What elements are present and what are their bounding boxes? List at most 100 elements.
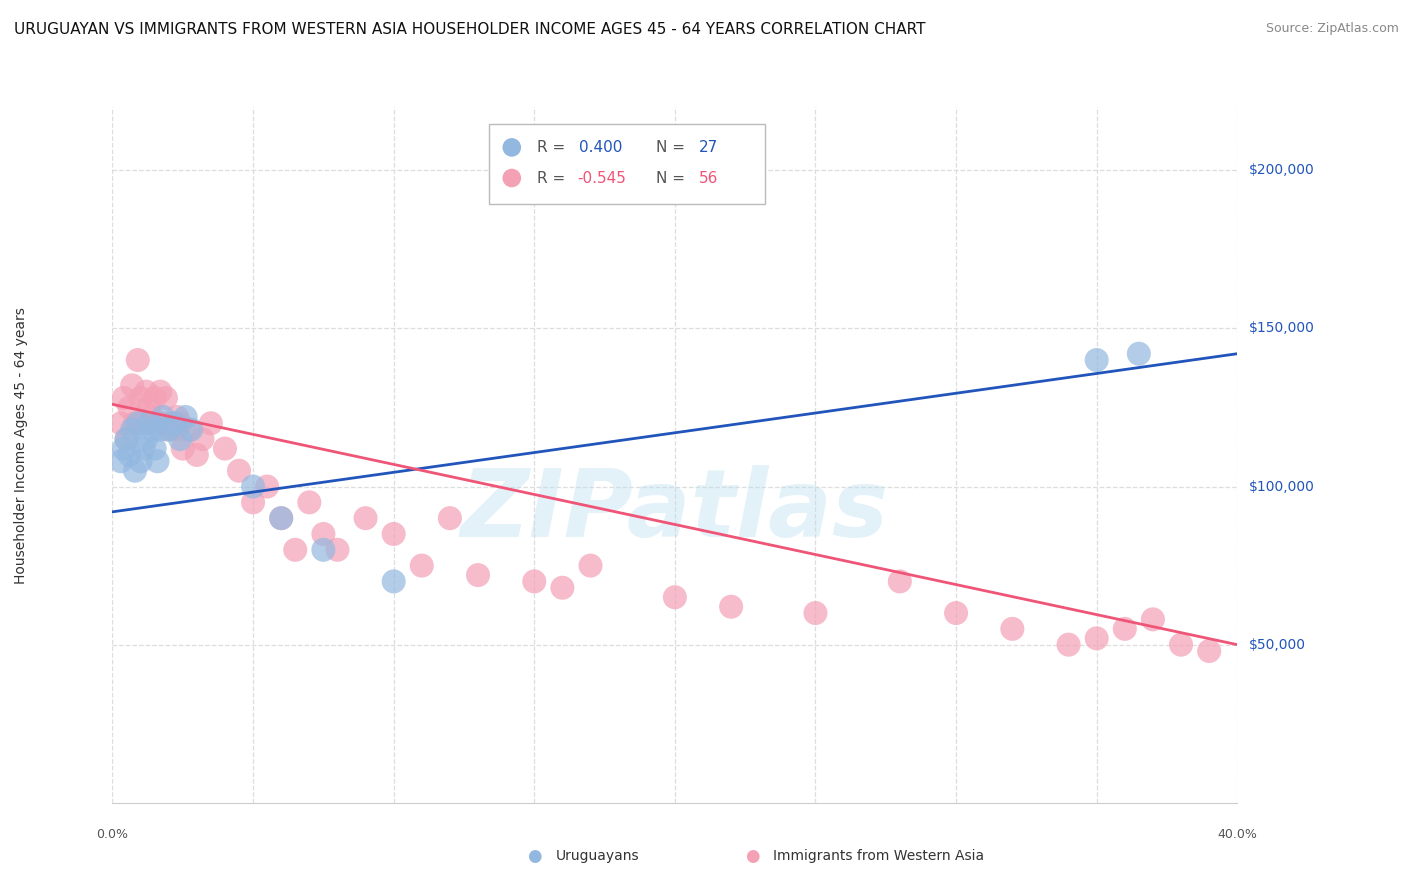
Point [152, 417, 174, 431]
Point [160, 417, 183, 431]
Point [242, 495, 264, 509]
Point [166, 409, 188, 424]
Text: $200,000: $200,000 [1249, 163, 1315, 178]
Point [169, 432, 191, 446]
Point [551, 581, 574, 595]
Point [121, 378, 143, 392]
Point [1099, 796, 1122, 810]
Point [1170, 638, 1192, 652]
Point [174, 409, 197, 424]
Point [110, 417, 132, 431]
Text: $150,000: $150,000 [1249, 321, 1315, 335]
Point [945, 606, 967, 620]
Point [127, 417, 149, 431]
Point [186, 448, 208, 462]
Point [129, 454, 152, 468]
Text: 56: 56 [699, 170, 718, 186]
Point [121, 423, 143, 437]
Point [720, 599, 742, 614]
Point [127, 353, 149, 368]
Point [214, 442, 236, 456]
Point [146, 417, 169, 431]
Text: Source: ZipAtlas.com: Source: ZipAtlas.com [1265, 22, 1399, 36]
Point [141, 423, 163, 437]
Point [163, 417, 186, 431]
Point [191, 432, 214, 446]
Point [804, 606, 827, 620]
Point [110, 454, 132, 468]
Point [135, 384, 157, 399]
Point [284, 542, 307, 557]
Point [1198, 644, 1220, 658]
Point [228, 464, 250, 478]
Point [354, 511, 377, 525]
Point [112, 391, 135, 405]
Point [149, 423, 172, 437]
Point [146, 454, 169, 468]
Point [312, 527, 335, 541]
Point [1085, 632, 1108, 646]
Point [270, 511, 292, 525]
Point [411, 558, 433, 573]
Text: -0.545: -0.545 [576, 170, 626, 186]
Point [169, 417, 191, 431]
Point [141, 409, 163, 424]
Point [1085, 353, 1108, 368]
Point [172, 442, 194, 456]
Point [157, 423, 180, 437]
Text: 40.0%: 40.0% [1218, 828, 1257, 841]
Point [523, 574, 546, 589]
Point [118, 448, 141, 462]
Point [270, 511, 292, 525]
Text: ZIPatlas: ZIPatlas [461, 465, 889, 557]
Point [298, 495, 321, 509]
Point [138, 401, 160, 415]
Text: R =: R = [537, 170, 569, 186]
Point [112, 442, 135, 456]
Text: Uruguayans: Uruguayans [555, 849, 638, 863]
Text: $50,000: $50,000 [1249, 638, 1305, 652]
Point [382, 527, 405, 541]
Text: Householder Income Ages 45 - 64 years: Householder Income Ages 45 - 64 years [14, 308, 28, 584]
Text: N =: N = [655, 140, 689, 155]
Point [326, 542, 349, 557]
Point [129, 391, 152, 405]
Point [1099, 796, 1122, 810]
Point [149, 384, 172, 399]
Text: 27: 27 [699, 140, 717, 155]
Point [143, 391, 166, 405]
Point [152, 409, 174, 424]
Point [132, 442, 155, 456]
Point [382, 574, 405, 589]
Point [132, 417, 155, 431]
Point [180, 423, 202, 437]
Point [118, 401, 141, 415]
Point [163, 423, 186, 437]
Point [124, 417, 146, 431]
FancyBboxPatch shape [489, 124, 765, 204]
Point [138, 417, 160, 431]
Point [115, 432, 138, 446]
Text: URUGUAYAN VS IMMIGRANTS FROM WESTERN ASIA HOUSEHOLDER INCOME AGES 45 - 64 YEARS : URUGUAYAN VS IMMIGRANTS FROM WESTERN ASI… [14, 22, 925, 37]
Point [155, 391, 177, 405]
Point [889, 574, 911, 589]
Point [1114, 622, 1136, 636]
Text: ●: ● [527, 847, 541, 865]
Point [579, 558, 602, 573]
Point [1142, 612, 1164, 626]
Point [124, 464, 146, 478]
Point [143, 442, 166, 456]
Text: Immigrants from Western Asia: Immigrants from Western Asia [773, 849, 984, 863]
Point [1128, 347, 1150, 361]
Point [256, 479, 278, 493]
Point [1001, 622, 1024, 636]
Text: N =: N = [655, 170, 689, 186]
Point [157, 423, 180, 437]
Point [115, 432, 138, 446]
Text: $100,000: $100,000 [1249, 480, 1315, 493]
Text: 0.400: 0.400 [579, 140, 623, 155]
Point [1057, 638, 1080, 652]
Text: 0.0%: 0.0% [97, 828, 128, 841]
Text: ●: ● [745, 847, 759, 865]
Point [312, 542, 335, 557]
